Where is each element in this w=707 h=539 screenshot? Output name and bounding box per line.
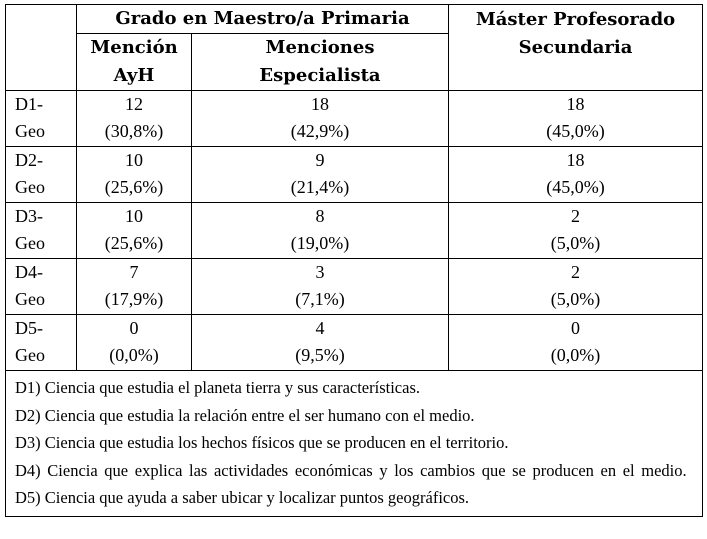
cell-ayh: 7 (17,9%) <box>76 258 192 315</box>
cell-master: 2 (5,0%) <box>448 202 703 259</box>
row-label-line1: D3- <box>15 206 43 226</box>
percent: (42,9%) <box>290 121 350 141</box>
note-d5: D5) Ciencia que ayuda a saber ubicar y l… <box>15 488 470 508</box>
count: 9 <box>315 150 325 170</box>
percent: (45,0%) <box>546 177 605 197</box>
geography-definitions-table: Grado en Maestro/a Primaria Máster Profe… <box>5 4 703 517</box>
count: 8 <box>315 206 325 226</box>
header-esp-line1: Menciones <box>265 37 375 58</box>
count: 7 <box>129 262 139 282</box>
row-label: D1- Geo <box>5 90 77 147</box>
count: 2 <box>571 262 580 282</box>
header-ayh-line2: AyH <box>113 65 155 86</box>
empty-corner-cell <box>5 4 77 91</box>
percent: (25,6%) <box>104 233 164 253</box>
row-label-line2: Geo <box>15 121 45 141</box>
table-row: D1- Geo 12 (30,8%) 18 (42,9%) 18 (45,0%) <box>5 90 703 147</box>
cell-master: 0 (0,0%) <box>448 314 703 371</box>
percent: (5,0%) <box>550 233 601 253</box>
count: 4 <box>315 318 325 338</box>
header-grado-primaria: Grado en Maestro/a Primaria <box>76 4 449 34</box>
header-master-secundaria: Máster Profesorado Secundaria <box>448 4 703 91</box>
header-esp-line2: Especialista <box>259 65 381 86</box>
row-label: D3- Geo <box>5 202 77 259</box>
count: 18 <box>566 94 585 114</box>
percent: (5,0%) <box>550 289 601 309</box>
percent: (25,6%) <box>104 177 164 197</box>
percent: (30,8%) <box>104 121 164 141</box>
note-d4: D4) Ciencia que explica las actividades … <box>15 460 687 480</box>
row-label-line2: Geo <box>15 345 45 365</box>
row-label: D5- Geo <box>5 314 77 371</box>
cell-ayh: 10 (25,6%) <box>76 146 192 203</box>
count: 2 <box>571 206 580 226</box>
row-label-line2: Geo <box>15 289 45 309</box>
table-row: D2- Geo 10 (25,6%) 9 (21,4%) 18 (45,0%) <box>5 146 703 203</box>
header-master-line1: Máster Profesorado <box>475 9 676 30</box>
percent: (19,0%) <box>290 233 350 253</box>
definitions-notes: D1) Ciencia que estudia el planeta tierr… <box>5 370 703 517</box>
row-label-line1: D5- <box>15 318 43 338</box>
count: 12 <box>125 94 143 114</box>
cell-master: 18 (45,0%) <box>448 90 703 147</box>
count: 18 <box>566 150 585 170</box>
note-d3: D3) Ciencia que estudia los hechos físic… <box>15 433 509 453</box>
table-row: D4- Geo 7 (17,9%) 3 (7,1%) 2 (5,0%) <box>5 258 703 315</box>
notes-row: D1) Ciencia que estudia el planeta tierr… <box>5 370 703 517</box>
percent: (45,0%) <box>546 121 605 141</box>
cell-especialista: 9 (21,4%) <box>191 146 449 203</box>
row-label-line1: D2- <box>15 150 43 170</box>
count: 3 <box>315 262 325 282</box>
table-row: D5- Geo 0 (0,0%) 4 (9,5%) 0 (0,0%) <box>5 314 703 371</box>
cell-master: 2 (5,0%) <box>448 258 703 315</box>
percent: (9,5%) <box>295 345 345 365</box>
row-label-line2: Geo <box>15 233 45 253</box>
percent: (21,4%) <box>290 177 350 197</box>
cell-ayh: 10 (25,6%) <box>76 202 192 259</box>
row-label-line1: D4- <box>15 262 43 282</box>
row-label-line1: D1- <box>15 94 43 114</box>
cell-especialista: 8 (19,0%) <box>191 202 449 259</box>
count: 10 <box>125 206 143 226</box>
header-menciones-especialista: Menciones Especialista <box>191 33 449 91</box>
cell-especialista: 18 (42,9%) <box>191 90 449 147</box>
cell-especialista: 4 (9,5%) <box>191 314 449 371</box>
cell-especialista: 3 (7,1%) <box>191 258 449 315</box>
header-mencion-ayh: Mención AyH <box>76 33 192 91</box>
count: 10 <box>125 150 143 170</box>
cell-ayh: 12 (30,8%) <box>76 90 192 147</box>
row-label: D2- Geo <box>5 146 77 203</box>
percent: (0,0%) <box>109 345 159 365</box>
count: 0 <box>571 318 580 338</box>
header-ayh-line1: Mención <box>90 37 178 58</box>
row-label-line2: Geo <box>15 177 45 197</box>
cell-master: 18 (45,0%) <box>448 146 703 203</box>
count: 0 <box>129 318 139 338</box>
note-d1: D1) Ciencia que estudia el planeta tierr… <box>15 378 420 397</box>
table-row: D3- Geo 10 (25,6%) 8 (19,0%) 2 (5,0%) <box>5 202 703 259</box>
definitions-table-container: Grado en Maestro/a Primaria Máster Profe… <box>5 4 703 517</box>
cell-ayh: 0 (0,0%) <box>76 314 192 371</box>
header-master-line2: Secundaria <box>518 37 633 58</box>
row-label: D4- Geo <box>5 258 77 315</box>
percent: (7,1%) <box>295 289 345 309</box>
percent: (0,0%) <box>550 345 601 365</box>
count: 18 <box>311 94 329 114</box>
percent: (17,9%) <box>104 289 164 309</box>
note-d2: D2) Ciencia que estudia la relación entr… <box>15 405 475 425</box>
